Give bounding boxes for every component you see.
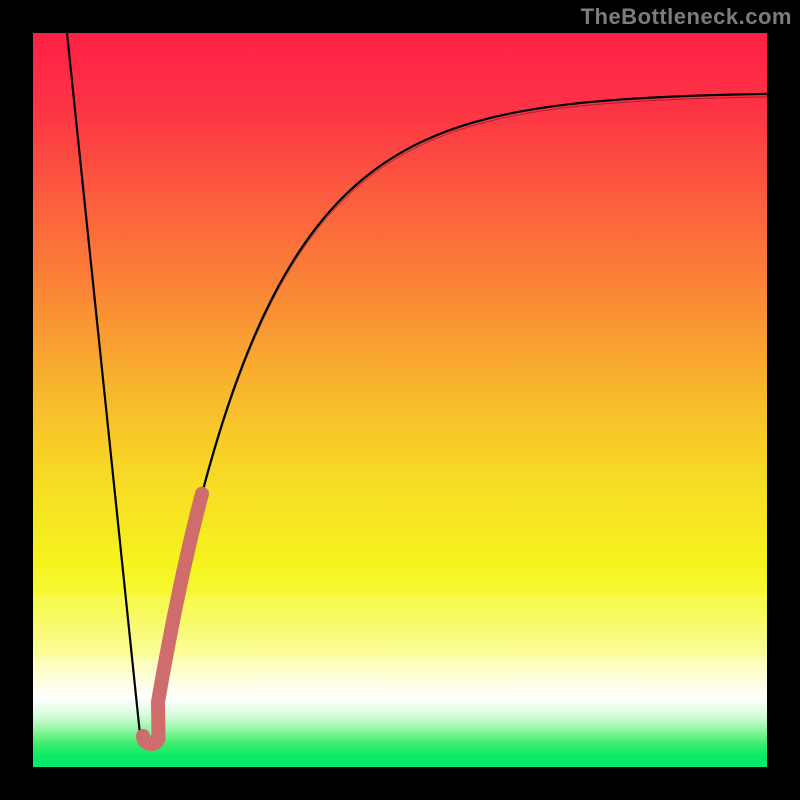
yellow-band-overlay — [33, 595, 767, 657]
chart-svg — [0, 0, 800, 800]
watermark-text: TheBottleneck.com — [581, 4, 792, 30]
chart-stage: TheBottleneck.com — [0, 0, 800, 800]
